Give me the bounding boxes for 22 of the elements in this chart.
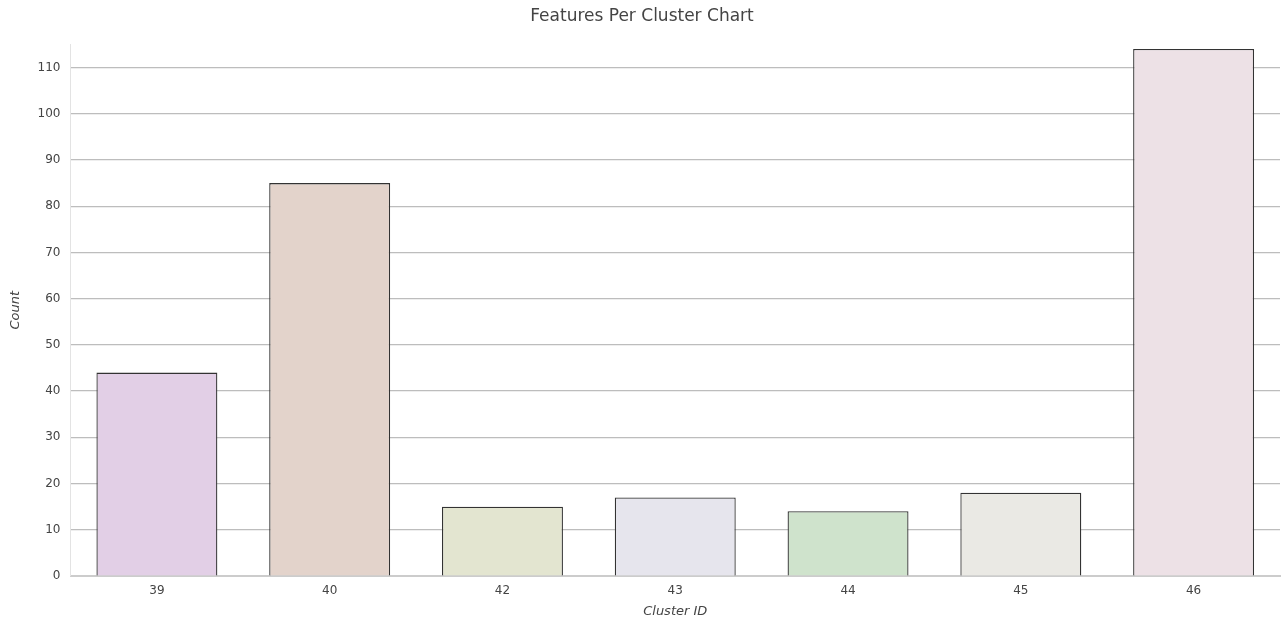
y-tick-label: 60 bbox=[45, 290, 61, 305]
chart-title: Features Per Cluster Chart bbox=[530, 4, 755, 25]
x-tick-label: 44 bbox=[840, 583, 856, 598]
y-tick-label: 30 bbox=[45, 429, 61, 444]
y-tick-label: 70 bbox=[45, 244, 61, 259]
x-tick-label: 46 bbox=[1185, 583, 1202, 598]
x-tick-label: 39 bbox=[149, 583, 165, 598]
y-tick-label: 20 bbox=[45, 475, 61, 490]
x-tick-label: 42 bbox=[494, 583, 511, 598]
y-tick-label: 110 bbox=[37, 59, 61, 74]
x-tick-label: 40 bbox=[322, 583, 338, 598]
y-tick-label: 80 bbox=[45, 198, 61, 213]
y-tick-label: 0 bbox=[52, 568, 61, 583]
y-tick-label: 40 bbox=[45, 383, 61, 398]
y-tick-label: 100 bbox=[37, 105, 61, 120]
y-tick-label: 50 bbox=[45, 336, 61, 351]
y-tick-label: 90 bbox=[45, 152, 61, 167]
y-tick-label: 10 bbox=[45, 521, 61, 536]
x-tick-label: 43 bbox=[667, 583, 683, 598]
y-axis-title: Count bbox=[7, 290, 23, 330]
x-axis-title: Cluster ID bbox=[643, 602, 708, 618]
x-tick-label: 45 bbox=[1013, 583, 1029, 598]
